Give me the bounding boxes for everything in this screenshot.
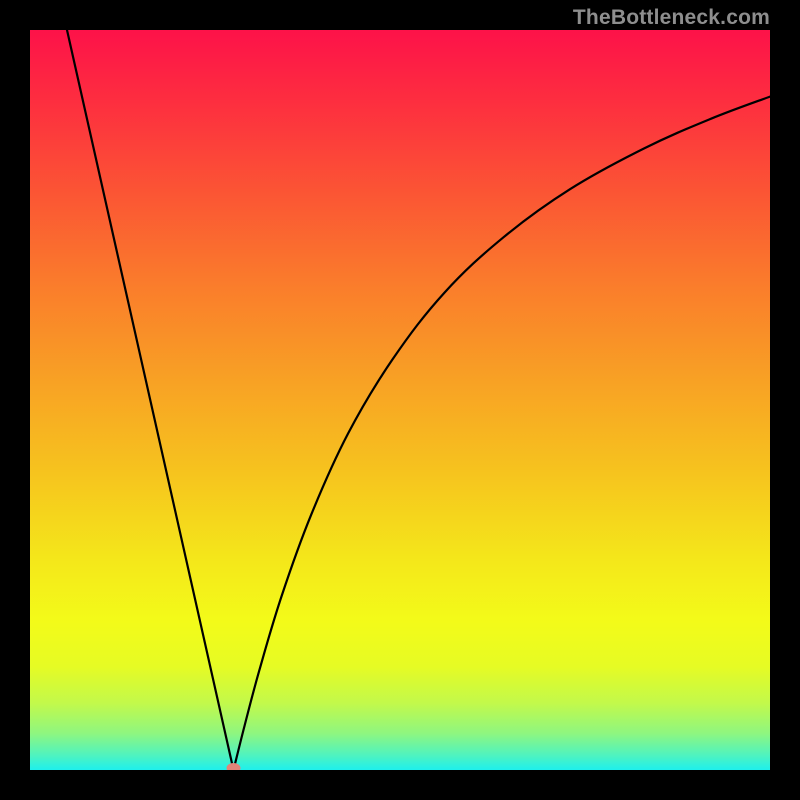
chart-frame: TheBottleneck.com bbox=[0, 0, 800, 800]
plot-area bbox=[30, 30, 770, 770]
watermark-text: TheBottleneck.com bbox=[573, 6, 770, 30]
minimum-marker bbox=[227, 763, 241, 770]
bottleneck-curve bbox=[30, 30, 770, 770]
